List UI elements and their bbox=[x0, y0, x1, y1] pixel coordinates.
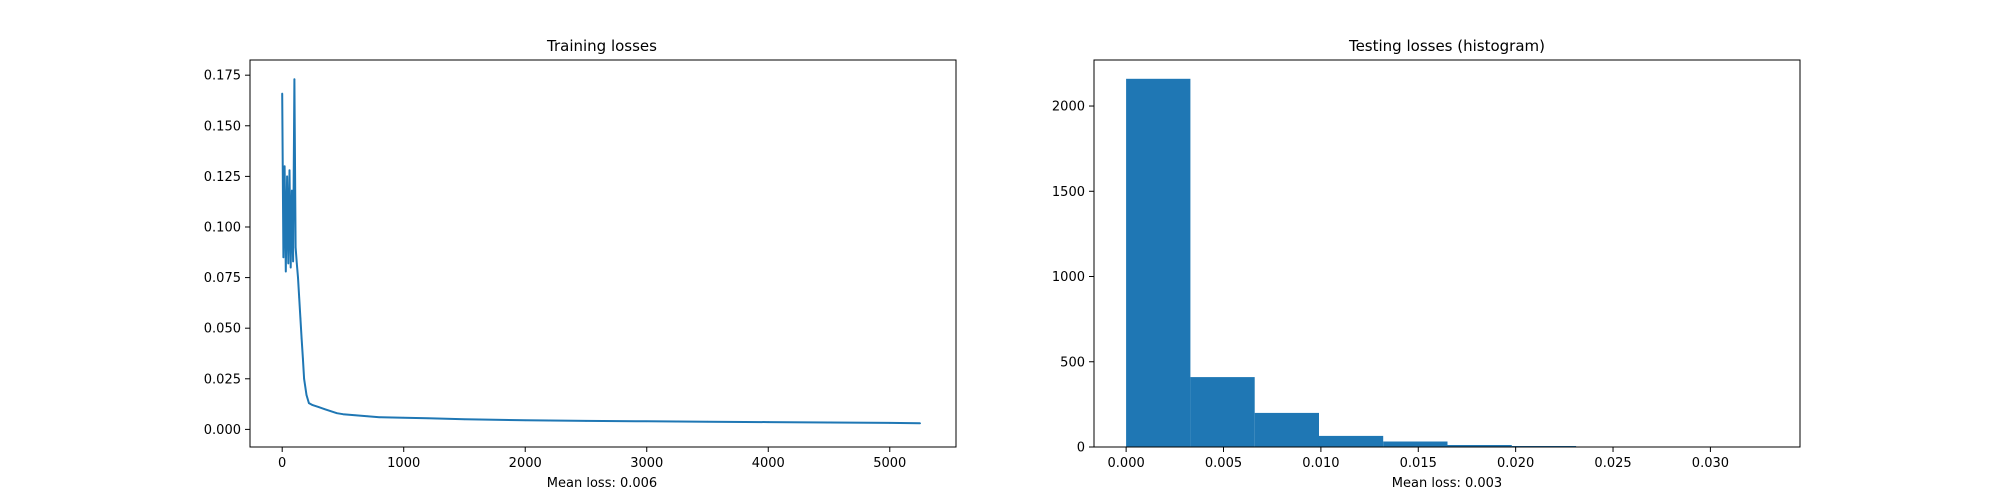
training-loss-point bbox=[378, 416, 381, 419]
training-loss-point bbox=[298, 297, 301, 299]
histogram-y-tick-label: 0 bbox=[1077, 441, 1085, 456]
training-x-tick-label: 4000 bbox=[752, 456, 785, 471]
training-loss-point bbox=[645, 420, 648, 423]
training-loss-point bbox=[285, 270, 287, 273]
training-y-tick-label: 0.100 bbox=[204, 220, 241, 235]
training-loss-point bbox=[302, 357, 304, 360]
training-loss-point bbox=[293, 78, 296, 80]
training-loss-point bbox=[297, 276, 299, 279]
training-loss-point bbox=[354, 414, 356, 417]
training-loss-point bbox=[366, 415, 369, 418]
histogram-y-tick-label: 2000 bbox=[1052, 100, 1085, 115]
training-loss-point bbox=[889, 422, 891, 424]
training-loss-point bbox=[283, 165, 286, 168]
histogram-x-tick-label: 0.010 bbox=[1302, 456, 1339, 471]
histogram-x-tick-label: 0.005 bbox=[1205, 456, 1242, 471]
training-losses-chart: Training losses 0 1000 2000 3000 4000 5000 0.0… bbox=[204, 37, 957, 491]
histogram-bar bbox=[1318, 435, 1384, 447]
training-loss-point bbox=[289, 266, 292, 269]
histogram-bar bbox=[1190, 377, 1255, 447]
training-loss-point bbox=[524, 419, 526, 422]
training-y-tick-label: 0.050 bbox=[204, 322, 241, 337]
histogram-bar bbox=[1447, 445, 1512, 447]
training-loss-point bbox=[767, 421, 770, 423]
training-y-tick-label: 0.000 bbox=[204, 423, 241, 438]
training-x-label: Mean loss: 0.006 bbox=[547, 476, 657, 491]
training-loss-point bbox=[292, 260, 294, 263]
training-loss-point bbox=[294, 246, 297, 248]
training-chart-title: Training losses bbox=[546, 37, 657, 55]
training-y-tick-label: 0.125 bbox=[204, 170, 241, 185]
training-loss-line bbox=[281, 78, 921, 425]
histogram-x-tick-label: 0.015 bbox=[1400, 456, 1437, 471]
training-loss-point bbox=[308, 402, 310, 404]
training-loss-point bbox=[828, 421, 830, 424]
training-loss-point bbox=[336, 412, 338, 415]
training-loss-point bbox=[919, 422, 921, 425]
training-loss-point bbox=[299, 317, 302, 319]
training-loss-point bbox=[287, 262, 290, 265]
histogram-x-tick-label: 0.025 bbox=[1594, 456, 1631, 471]
training-loss-point bbox=[305, 394, 308, 396]
training-loss-point bbox=[291, 189, 293, 192]
histogram-y-tick-label: 1000 bbox=[1052, 270, 1085, 285]
training-y-tick-label: 0.075 bbox=[204, 271, 241, 286]
training-loss-point bbox=[288, 169, 291, 172]
training-loss-point bbox=[317, 406, 320, 408]
histogram-bar bbox=[1254, 412, 1319, 447]
histogram-bar bbox=[1383, 441, 1448, 447]
training-loss-point bbox=[300, 337, 303, 340]
training-loss-point bbox=[330, 410, 332, 413]
training-loss-point bbox=[303, 378, 305, 380]
training-loss-point bbox=[323, 408, 326, 411]
training-loss-point bbox=[706, 420, 709, 423]
training-loss-point bbox=[282, 256, 285, 259]
training-x-tick-label: 2000 bbox=[509, 456, 542, 471]
histogram-chart-title: Testing losses (histogram) bbox=[1348, 37, 1545, 55]
histogram-x-tick-label: 0.000 bbox=[1108, 456, 1145, 471]
training-loss-point bbox=[402, 416, 405, 419]
training-loss-point bbox=[281, 92, 284, 95]
histogram-y-tick-label: 1500 bbox=[1052, 185, 1085, 200]
training-y-tick-label: 0.150 bbox=[204, 119, 241, 134]
histogram-y-tick-label: 500 bbox=[1060, 355, 1085, 370]
training-loss-point bbox=[585, 420, 587, 422]
histogram-x-label: Mean loss: 0.003 bbox=[1392, 476, 1502, 491]
histogram-bar bbox=[1126, 78, 1191, 448]
training-loss-point bbox=[463, 418, 466, 421]
training-x-tick-label: 0 bbox=[278, 456, 286, 471]
testing-losses-histogram: Testing losses (histogram) 0.000 0.005 0.0… bbox=[1052, 37, 1801, 491]
histogram-plot-frame bbox=[1093, 59, 1801, 448]
training-loss-point bbox=[342, 413, 344, 416]
training-x-tick-label: 1000 bbox=[387, 456, 420, 471]
training-x-tick-label: 5000 bbox=[873, 456, 906, 471]
histogram-x-tick-label: 0.020 bbox=[1497, 456, 1534, 471]
training-loss-point bbox=[427, 417, 429, 420]
training-loss-point bbox=[296, 262, 298, 265]
training-loss-point bbox=[311, 404, 314, 406]
training-x-tick-label: 3000 bbox=[630, 456, 663, 471]
training-plot-frame bbox=[249, 59, 957, 448]
training-y-tick-label: 0.175 bbox=[204, 69, 241, 84]
training-loss-point bbox=[286, 175, 288, 178]
training-y-tick-label: 0.025 bbox=[204, 372, 241, 387]
histogram-x-tick-label: 0.030 bbox=[1692, 456, 1729, 471]
